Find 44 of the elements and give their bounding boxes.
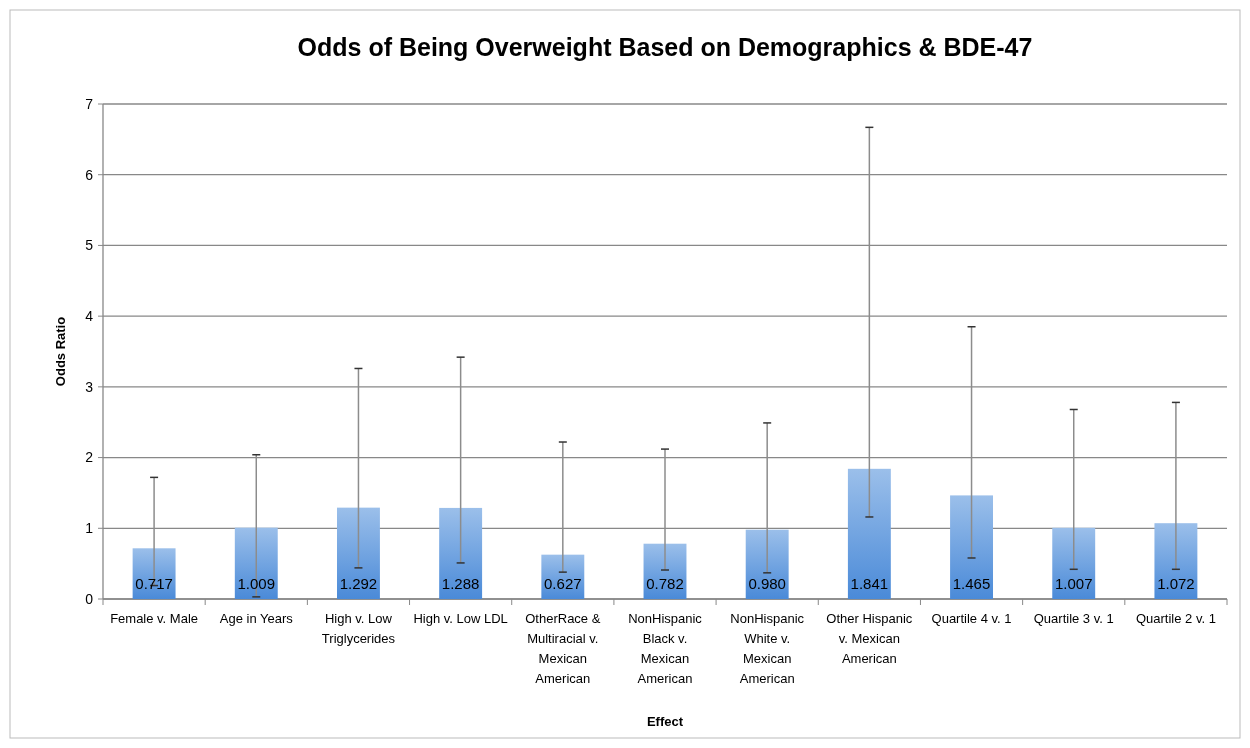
bar xyxy=(745,529,789,599)
x-tick-label: NonHispanic White v. Mexican American xyxy=(730,611,805,686)
data-label: 1.841 xyxy=(850,575,889,592)
x-tick-label: Quartile 2 v. 1 xyxy=(1135,611,1216,626)
y-axis-title: Odds Ratio xyxy=(53,316,68,387)
y-tick-label: 2 xyxy=(85,449,94,466)
bar xyxy=(541,554,585,599)
bar xyxy=(847,468,891,599)
x-tick-label: OtherRace & Multiracial v. Mexican American xyxy=(525,611,601,686)
data-label: 1.288 xyxy=(441,575,480,592)
y-tick-label: 4 xyxy=(85,308,94,325)
chart-title: Odds of Being Overweight Based on Demographics & BDE-47 xyxy=(297,33,1033,61)
data-label: 0.627 xyxy=(544,575,582,592)
bar xyxy=(132,548,176,599)
x-tick-label: High v. Low LDL xyxy=(413,611,508,626)
x-tick-label: Quartile 4 v. 1 xyxy=(931,611,1012,626)
bar xyxy=(950,495,993,599)
data-label: 1.292 xyxy=(339,575,378,592)
y-tick-label: 1 xyxy=(85,520,94,537)
data-label: 0.717 xyxy=(135,575,173,592)
bar xyxy=(337,507,380,599)
bar xyxy=(643,543,687,599)
data-label: 1.072 xyxy=(1157,575,1195,592)
x-tick-label: Quartile 3 v. 1 xyxy=(1033,611,1114,626)
data-label: 0.782 xyxy=(646,575,684,592)
data-label: 1.007 xyxy=(1054,575,1093,592)
x-tick-label: High v. Low Triglycerides xyxy=(321,611,396,646)
x-tick-label: Female v. Male xyxy=(110,611,199,626)
y-tick-label: 6 xyxy=(85,166,94,183)
y-tick-label: 3 xyxy=(85,378,94,395)
y-tick-label: 7 xyxy=(85,95,94,112)
x-tick-label: Age in Years xyxy=(219,611,294,626)
data-label: 0.980 xyxy=(748,575,786,592)
data-label: 1.009 xyxy=(237,575,276,592)
x-tick-label: Other Hispanic v. Mexican American xyxy=(826,611,913,666)
y-tick-label: 0 xyxy=(85,590,94,607)
bar xyxy=(439,507,483,599)
x-tick-label: NonHispanic Black v. Mexican American xyxy=(628,611,703,686)
bar xyxy=(234,527,278,599)
y-tick-label: 5 xyxy=(85,237,94,254)
x-axis-title: Effect xyxy=(646,714,684,729)
bar xyxy=(1052,527,1096,599)
data-label: 1.465 xyxy=(952,575,991,592)
bar xyxy=(1154,523,1198,599)
